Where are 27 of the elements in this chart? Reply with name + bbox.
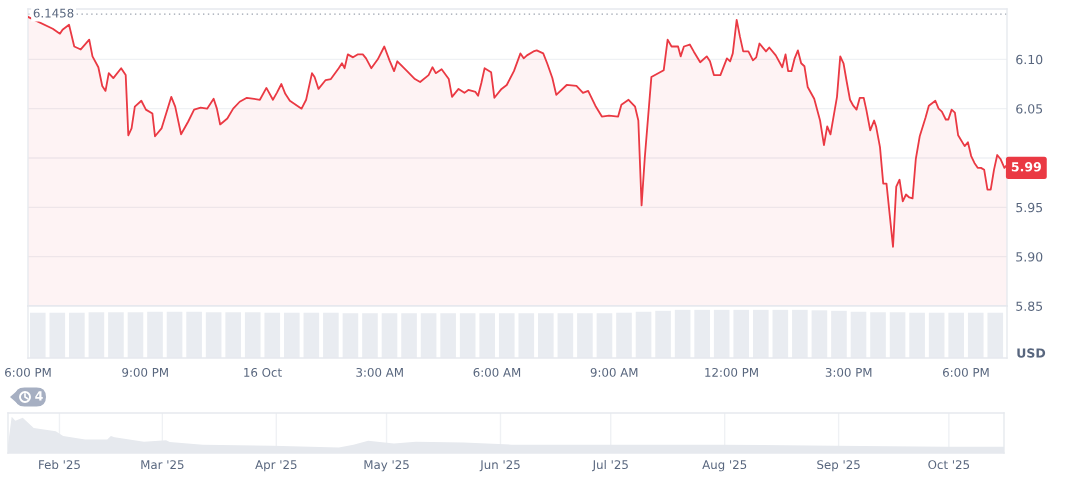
x-tick-label: Aug '25: [702, 460, 747, 472]
x-tick-label: Mar '25: [141, 460, 184, 470]
y-tick-label: 6.10: [1016, 54, 1043, 65]
x-tick-label: 6:00 AM: [473, 367, 521, 377]
x-tick-label: 9:00 AM: [590, 367, 638, 377]
y-tick-label: 5.90: [1016, 252, 1043, 262]
x-tick-label: May '25: [364, 460, 409, 472]
y-tick-label: 5.85: [1016, 301, 1043, 311]
x-tick-label: Jun '25: [479, 460, 520, 472]
x-tick-label: 12:00 PM: [705, 367, 758, 377]
text: 4: [35, 391, 43, 401]
x-tick-label: Sep '25: [817, 460, 860, 472]
x-tick-label: 9:00 PM: [122, 367, 168, 377]
x-tick-label: 3:00 PM: [825, 367, 872, 377]
ref-line-label: 6.1458: [33, 8, 74, 18]
x-tick-label: 3:00 AM: [356, 367, 403, 377]
x-tick-label: Jul '25: [592, 459, 628, 472]
x-tick-label: 16 Oct: [244, 367, 282, 377]
x-tick-label: 6:00 PM: [943, 367, 989, 377]
y-tick-label: 6.05: [1016, 104, 1043, 114]
x-tick-label: Feb '25: [39, 459, 80, 470]
y-tick-label: 5.95: [1016, 202, 1043, 213]
y-axis-title: USD: [1017, 348, 1046, 358]
annotation: 5.99: [1011, 162, 1041, 172]
x-tick-label: 6:00 PM: [5, 367, 51, 377]
x-tick-label: Oct '25: [928, 460, 970, 470]
x-tick-label: Apr '25: [255, 460, 297, 472]
